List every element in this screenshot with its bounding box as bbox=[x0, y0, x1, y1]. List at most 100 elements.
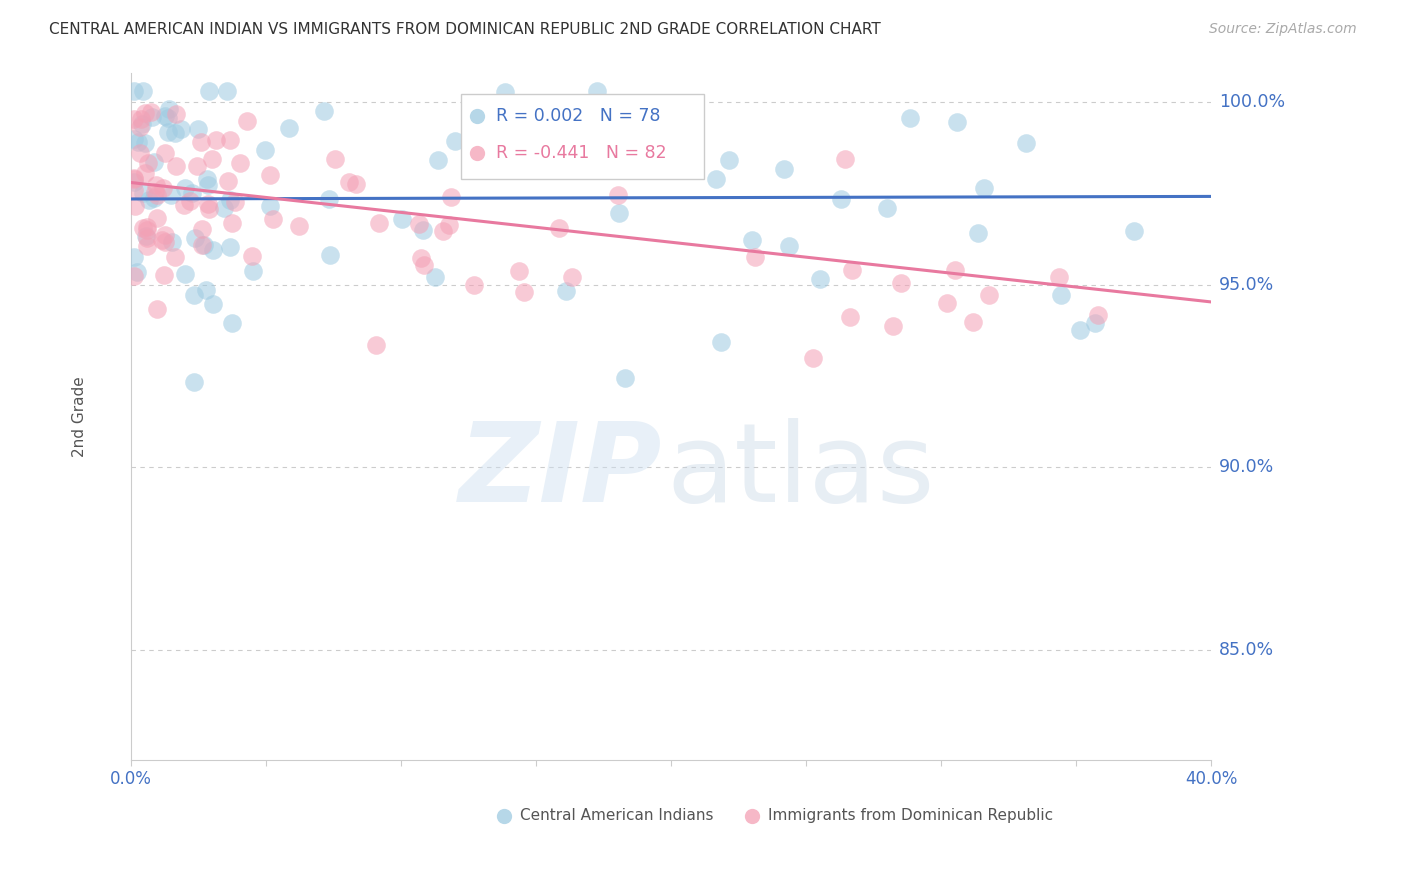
Point bbox=[236, 113, 259, 128]
Point bbox=[808, 272, 831, 286]
Point bbox=[135, 231, 157, 245]
Point bbox=[165, 159, 187, 173]
Point bbox=[967, 226, 990, 240]
Point bbox=[122, 175, 145, 189]
Point bbox=[145, 302, 167, 317]
Point bbox=[157, 124, 180, 138]
Point bbox=[155, 228, 177, 243]
Point bbox=[141, 110, 163, 124]
Point bbox=[427, 153, 450, 168]
Point bbox=[344, 177, 367, 191]
Point bbox=[423, 270, 446, 285]
Point bbox=[224, 194, 246, 209]
Point bbox=[170, 121, 193, 136]
Point bbox=[548, 220, 571, 235]
Point bbox=[173, 198, 195, 212]
Text: 95.0%: 95.0% bbox=[1219, 276, 1275, 293]
Point bbox=[215, 84, 238, 98]
Point bbox=[163, 250, 186, 264]
Point bbox=[221, 216, 243, 230]
Point bbox=[1015, 136, 1038, 151]
Point bbox=[1069, 323, 1091, 337]
Point bbox=[288, 219, 311, 234]
Point bbox=[150, 233, 173, 247]
Point bbox=[186, 159, 208, 173]
Point bbox=[122, 84, 145, 98]
Point bbox=[143, 155, 166, 169]
Point bbox=[200, 153, 222, 167]
Point bbox=[197, 172, 219, 186]
Point bbox=[134, 105, 156, 120]
Point bbox=[253, 143, 276, 157]
Point bbox=[127, 135, 149, 149]
Point bbox=[201, 297, 224, 311]
Point bbox=[128, 145, 150, 160]
Point bbox=[218, 193, 240, 207]
Point bbox=[143, 185, 166, 199]
Point bbox=[197, 197, 219, 211]
Point bbox=[193, 237, 215, 252]
Point bbox=[197, 202, 219, 216]
FancyBboxPatch shape bbox=[461, 94, 703, 179]
Text: Immigrants from Dominican Republic: Immigrants from Dominican Republic bbox=[768, 808, 1053, 823]
Point bbox=[773, 161, 796, 176]
Point bbox=[262, 211, 284, 226]
Point bbox=[259, 168, 281, 182]
Point bbox=[183, 230, 205, 244]
Point bbox=[444, 134, 467, 148]
Point bbox=[898, 111, 921, 125]
Point bbox=[613, 371, 636, 385]
Point bbox=[132, 186, 155, 201]
Point bbox=[586, 84, 609, 98]
Point bbox=[830, 192, 852, 206]
Point bbox=[165, 107, 187, 121]
Point bbox=[131, 117, 153, 131]
Point bbox=[704, 172, 727, 186]
Point bbox=[125, 265, 148, 279]
Point bbox=[607, 205, 630, 219]
Point bbox=[122, 183, 145, 197]
Point bbox=[122, 132, 145, 146]
Point bbox=[128, 120, 150, 134]
Text: R = -0.441   N = 82: R = -0.441 N = 82 bbox=[496, 145, 666, 162]
Point bbox=[408, 217, 430, 231]
Text: 90.0%: 90.0% bbox=[1219, 458, 1275, 476]
Point bbox=[136, 223, 159, 237]
Point bbox=[1047, 269, 1070, 284]
Point bbox=[155, 109, 177, 123]
Point bbox=[277, 120, 299, 135]
Point bbox=[440, 190, 463, 204]
Point bbox=[131, 84, 153, 98]
Point bbox=[183, 376, 205, 390]
Point bbox=[135, 239, 157, 253]
Point bbox=[561, 269, 583, 284]
Point bbox=[710, 334, 733, 349]
Point bbox=[801, 351, 824, 365]
Point bbox=[183, 288, 205, 302]
Point bbox=[162, 235, 184, 250]
Text: 85.0%: 85.0% bbox=[1219, 641, 1274, 659]
Point bbox=[744, 251, 766, 265]
Point bbox=[323, 153, 346, 167]
Point bbox=[157, 102, 180, 116]
Point bbox=[202, 243, 225, 257]
Point bbox=[174, 180, 197, 194]
Point bbox=[197, 84, 219, 98]
Point bbox=[219, 133, 242, 147]
Point bbox=[882, 318, 904, 333]
Point bbox=[259, 199, 281, 213]
Point bbox=[337, 175, 360, 189]
Point bbox=[946, 115, 969, 129]
Point bbox=[132, 221, 155, 235]
Point bbox=[187, 121, 209, 136]
Point bbox=[741, 233, 763, 247]
Text: 2nd Grade: 2nd Grade bbox=[72, 376, 87, 457]
Point bbox=[153, 146, 176, 161]
Point bbox=[391, 212, 413, 227]
Point bbox=[607, 188, 630, 202]
Point bbox=[191, 238, 214, 252]
Point bbox=[221, 316, 243, 330]
Text: Source: ZipAtlas.com: Source: ZipAtlas.com bbox=[1209, 22, 1357, 37]
Point bbox=[145, 178, 167, 193]
Point bbox=[205, 133, 228, 147]
